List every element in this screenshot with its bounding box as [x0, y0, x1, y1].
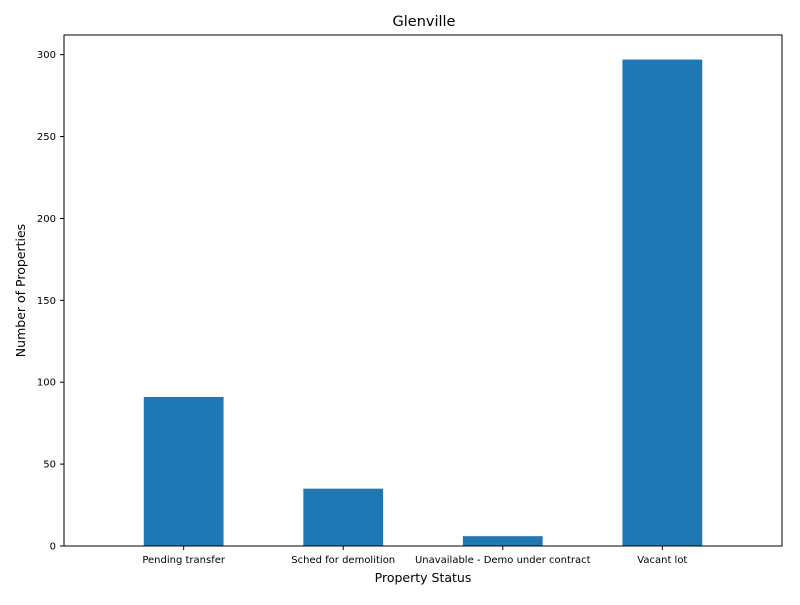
x-tick-label-2: Unavailable - Demo under contract	[415, 555, 591, 566]
y-axis: 0 50 100 150 200 250 300	[37, 50, 64, 553]
y-tick-label-0: 0	[50, 542, 56, 553]
y-tick-label-5: 250	[37, 132, 56, 143]
chart-title: Glenville	[393, 14, 456, 30]
x-tick-label-1: Sched for demolition	[291, 555, 395, 566]
x-axis-label: Property Status	[375, 570, 472, 585]
bar-2	[462, 536, 543, 546]
y-tick-label-6: 300	[37, 50, 56, 61]
y-axis-label: Number of Properties	[13, 224, 28, 357]
x-axis: Pending transfer Sched for demolition Unav…	[142, 546, 687, 566]
bar-0	[143, 396, 224, 546]
bar-3	[622, 59, 703, 546]
y-tick-label-1: 50	[43, 460, 56, 471]
y-tick-label-3: 150	[37, 296, 56, 307]
bars-group	[143, 59, 703, 546]
y-tick-label-4: 200	[37, 214, 56, 225]
plot-frame	[63, 34, 783, 547]
x-tick-label-3: Vacant lot	[637, 555, 687, 566]
bar-1	[303, 488, 384, 546]
x-tick-label-0: Pending transfer	[142, 555, 226, 566]
y-tick-label-2: 100	[37, 378, 56, 389]
